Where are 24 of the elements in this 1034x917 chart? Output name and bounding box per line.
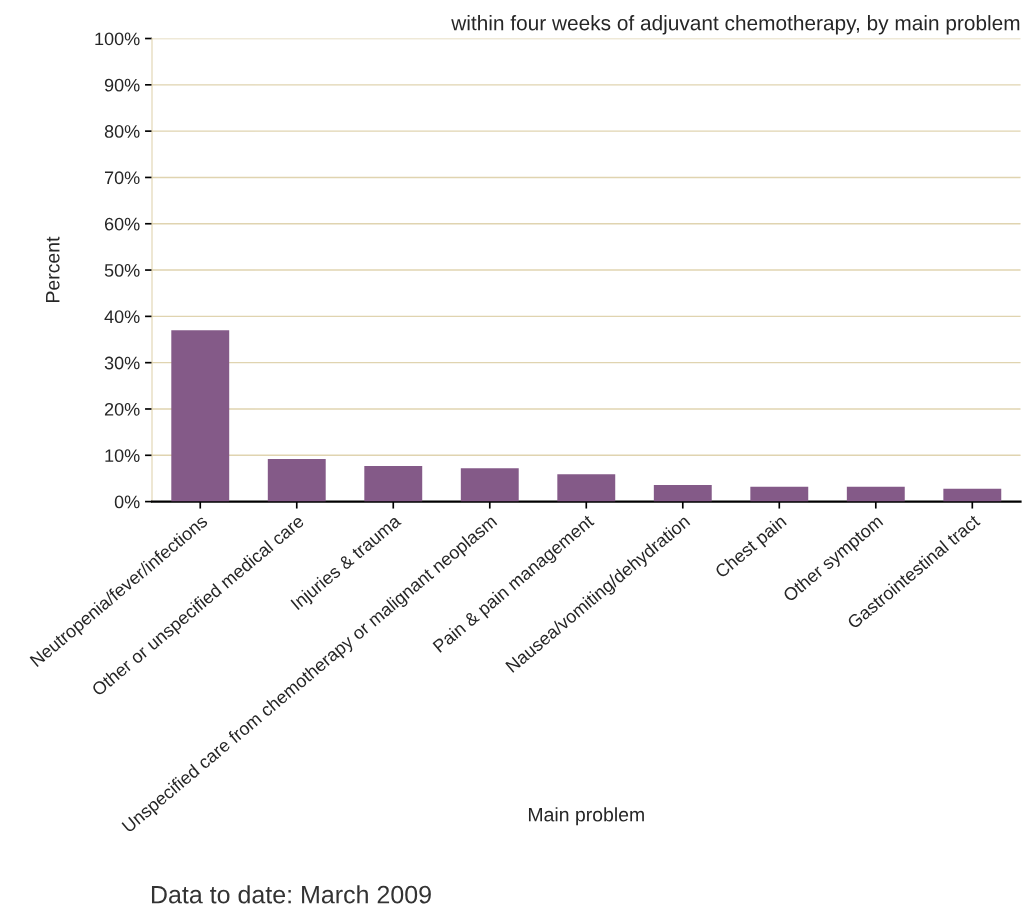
bar [557,474,616,502]
bar [267,459,326,502]
text: Data to date: March 2009 [151,885,431,904]
y-tick-label: 90% [104,78,140,92]
y-axis-title: Percent [46,236,60,302]
y-tick-label: 40% [104,310,140,324]
x-axis-title: Main problem [528,807,644,826]
bar [846,486,905,502]
bar [364,465,423,502]
bar [750,486,809,502]
bar [943,488,1002,502]
y-tick-label: 10% [105,449,140,463]
bar [171,330,230,502]
y-tick-label: 100% [95,32,140,46]
y-tick-label: 50% [104,263,140,277]
chart-title: within four weeks of adjuvant chemotherapy, by main problem [451,15,1020,35]
y-tick-label: 60% [104,217,140,231]
y-tick-label: 20% [104,402,140,416]
y-tick-label: 80% [104,125,140,138]
bar [460,468,519,502]
y-tick-label: 0% [114,495,140,509]
y-tick-label: 70% [104,171,140,185]
y-tick-label: 30% [104,356,140,370]
bar [653,484,712,502]
